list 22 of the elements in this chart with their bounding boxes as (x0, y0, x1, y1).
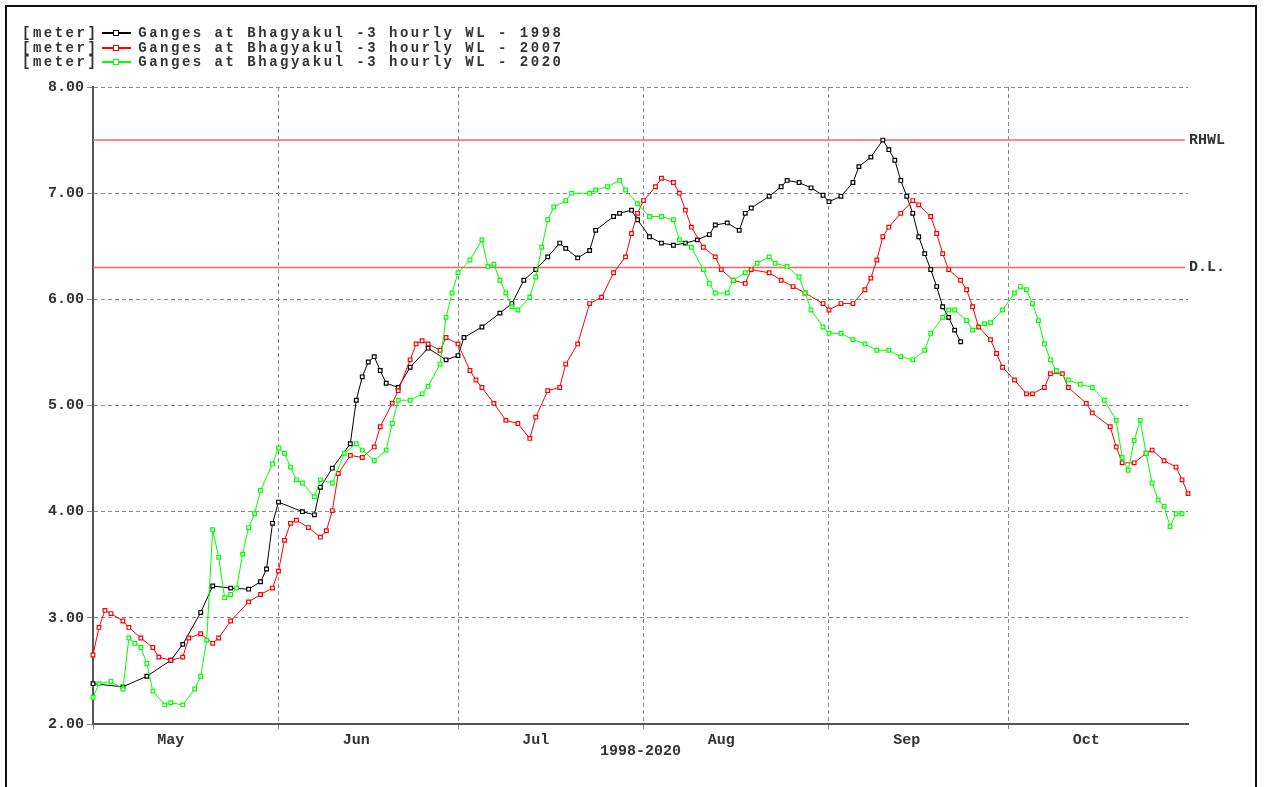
y-axis-title: [meter] (22, 54, 99, 71)
x-tick-label: May (157, 731, 185, 749)
ref-line-label: RHWL (1189, 131, 1226, 149)
x-tick-label: Jun (342, 731, 370, 749)
ref-line-label: D.L. (1189, 259, 1226, 277)
y-tick-label: 6.00 (47, 291, 84, 309)
y-tick-label: 5.00 (47, 397, 84, 415)
x-tick-label: Oct (1072, 731, 1100, 749)
legend-label: Ganges at Bhagyakul -3 hourly WL - 2007 (138, 39, 564, 56)
y-tick-label: 2.00 (47, 715, 84, 733)
x-tick-label: Jul (522, 731, 550, 749)
y-tick-label: 8.00 (47, 78, 84, 96)
y-tick-label: 4.00 (47, 503, 84, 521)
y-tick-label: 3.00 (47, 609, 84, 627)
text: [meter] (22, 39, 99, 56)
x-axis-title: 1998-2020 (599, 742, 682, 760)
legend-label: Ganges at Bhagyakul -3 hourly WL - 2020 (138, 54, 564, 71)
y-tick-label: 7.00 (47, 184, 84, 202)
text: [meter] (22, 25, 99, 42)
legend-label: Ganges at Bhagyakul -3 hourly WL - 1998 (138, 25, 564, 42)
x-tick-label: Sep (893, 731, 921, 749)
x-tick-label: Aug (707, 731, 735, 749)
